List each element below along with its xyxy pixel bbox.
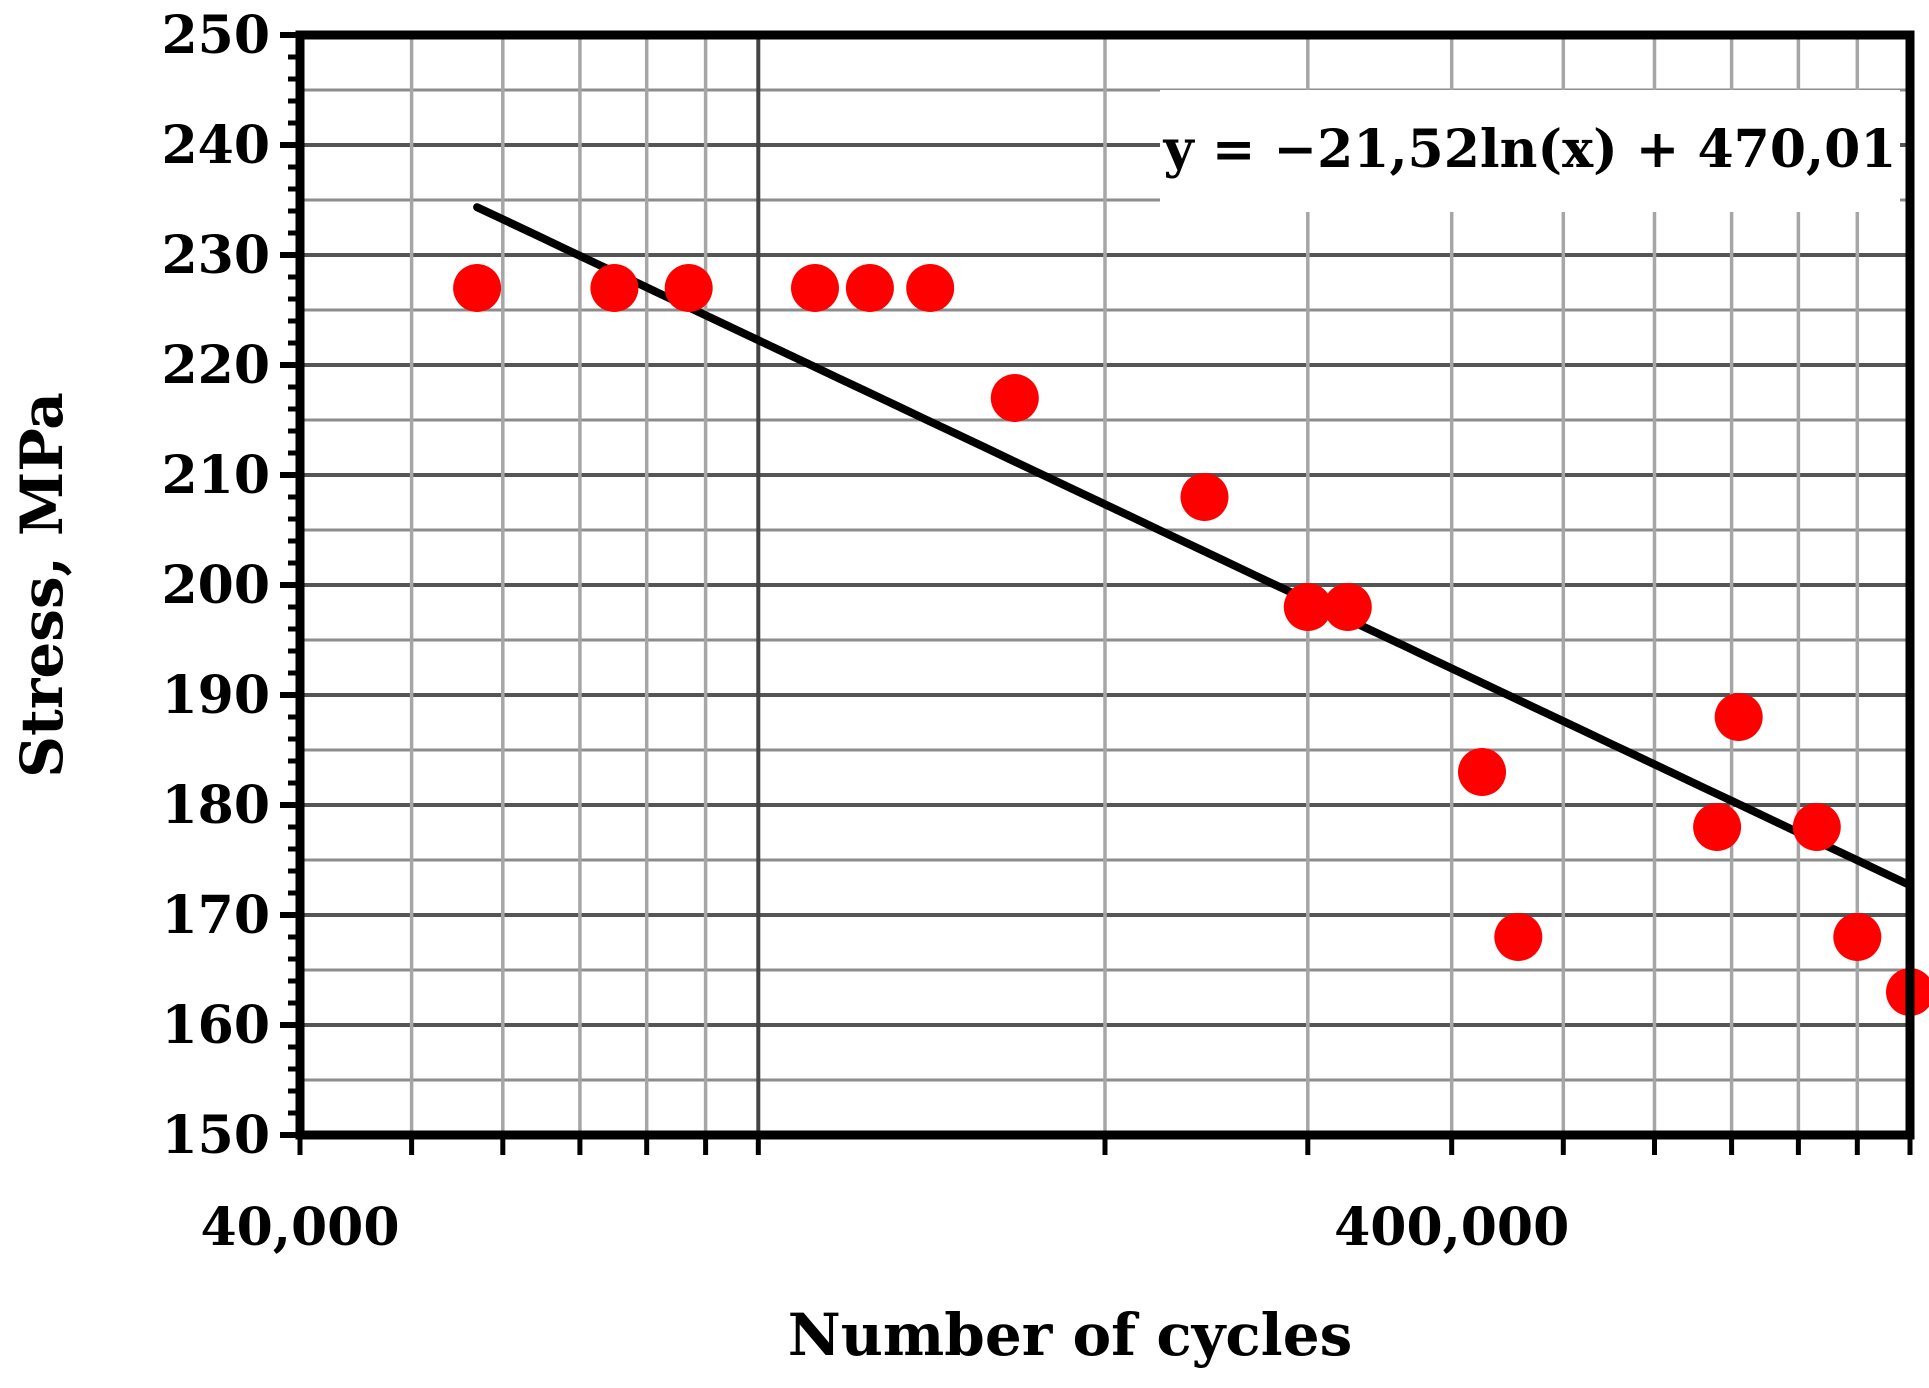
y-tick-label: 180 <box>161 775 270 836</box>
data-point <box>1693 803 1742 851</box>
y-axis-title: Stress, MPa <box>8 392 76 778</box>
y-tick-label: 250 <box>161 5 270 66</box>
data-point <box>1283 583 1332 631</box>
y-tick-label: 220 <box>161 335 270 396</box>
y-tick-label: 240 <box>161 115 270 176</box>
x-tick-labels: 40,000 400,000 <box>200 1197 1569 1258</box>
equation-box: y = −21,52ln(x) + 470,01 <box>1160 90 1900 212</box>
x-axis-title: Number of cycles <box>788 1301 1353 1369</box>
trendline-group <box>473 203 1910 890</box>
plot-area <box>453 203 1929 1016</box>
data-point <box>664 264 713 312</box>
data-point <box>1714 693 1763 741</box>
equation-background <box>1160 90 1900 212</box>
plot-frame <box>295 30 1915 1140</box>
y-tick-label: 210 <box>161 445 270 506</box>
y-tick-label: 160 <box>161 995 270 1056</box>
data-point <box>1323 583 1372 631</box>
y-tick-labels: 150 160 170 180 190 200 210 220 230 240 250 <box>161 5 270 1166</box>
y-tick-label: 170 <box>161 885 270 946</box>
y-tick-label: 190 <box>161 665 270 726</box>
y-tick-label: 200 <box>161 555 270 616</box>
x-tick-label: 40,000 <box>200 1197 399 1258</box>
x-tick-label: 400,000 <box>1334 1197 1569 1258</box>
data-point <box>990 374 1039 422</box>
trendline <box>473 203 1910 890</box>
data-point <box>1458 748 1506 796</box>
y-tick-label: 150 <box>161 1105 270 1166</box>
data-point <box>453 264 502 312</box>
trendline-equation: y = −21,52ln(x) + 470,01 <box>1163 119 1897 180</box>
data-point <box>906 264 955 312</box>
data-points <box>453 264 1929 1016</box>
data-point <box>1180 473 1229 521</box>
data-point <box>845 264 894 312</box>
data-point <box>1833 913 1882 961</box>
data-point <box>791 264 839 312</box>
grid-lines <box>300 35 1910 1135</box>
data-point <box>1792 803 1841 851</box>
y-tick-label: 230 <box>161 225 270 286</box>
data-point <box>590 264 639 312</box>
data-point <box>1494 913 1543 961</box>
